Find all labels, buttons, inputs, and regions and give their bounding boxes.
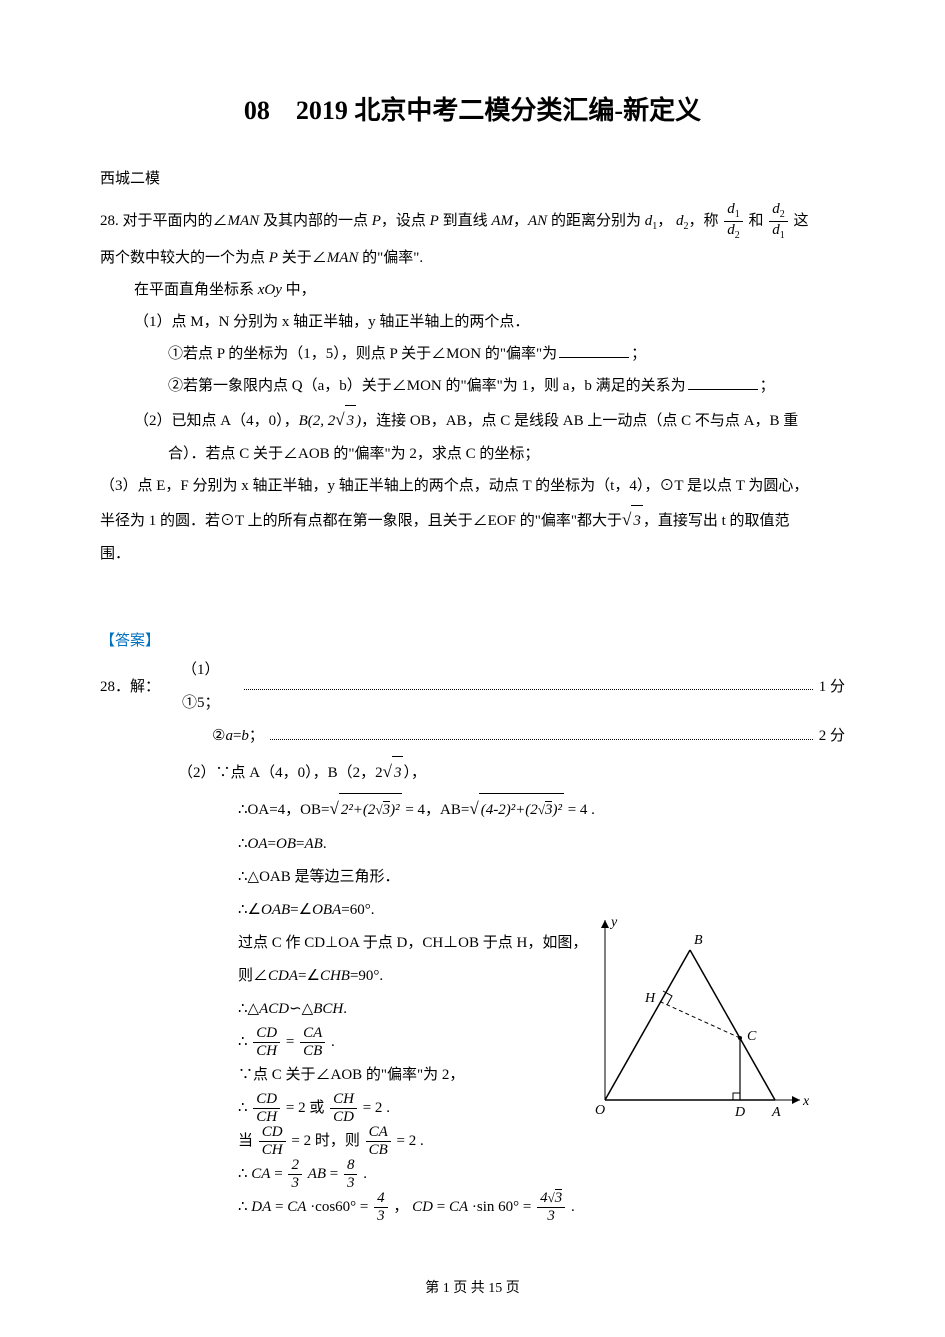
line-am: AM (491, 213, 513, 229)
blank-1 (559, 346, 629, 358)
svg-text:C: C (747, 1029, 757, 1044)
line2: 两个数中较大的一个为点 P 关于∠MAN 的"偏率". (100, 243, 845, 273)
text: ，设点 (381, 213, 426, 229)
part1-header: （1）点 M，N 分别为 x 轴正半轴，y 轴正半轴上的两个点． (100, 307, 845, 337)
text: ， (513, 213, 528, 229)
text: 这 (794, 213, 809, 229)
page-footer: 第 1 页 共 15 页 (0, 1277, 945, 1297)
svg-text:A: A (771, 1105, 781, 1120)
dots-1 (244, 680, 813, 690)
sol-eq2-or: ∴ CDCH = 2 或 CHCD = 2 . (238, 1092, 390, 1125)
angle-man: MAN (228, 213, 260, 229)
point-p2: P (430, 213, 439, 229)
part3-line3: 围． (100, 539, 845, 569)
svg-text:D: D (734, 1105, 745, 1120)
part1-1: ①若点 P 的坐标为（1，5），则点 P 关于∠MON 的"偏率"为； (100, 339, 845, 369)
sol-2: （2）∵点 A（4，0），B（2，2√3）， (178, 753, 426, 790)
sol-1-2: ②a=b； (178, 720, 264, 753)
part2-line2: 合）．若点 C 关于∠AOB 的"偏率"为 2，求点 C 的坐标； (100, 439, 845, 469)
sol-1-1: （1）①5； (178, 654, 238, 720)
text: 及其内部的一点 (263, 213, 368, 229)
svg-text:H: H (644, 991, 656, 1006)
sol-sim: ∴△ACD∽△BCH. (238, 993, 347, 1026)
triangle-diagram: O A B C D H y x (575, 910, 815, 1130)
sol-angle60: ∴∠OAB=∠OBA=60°. (238, 894, 374, 927)
text: ， (657, 213, 672, 229)
problem-28: 28. 对于平面内的∠MAN 及其内部的一点 P，设点 P 到直线 AM，AN … (100, 202, 845, 569)
page-title: 08 2019 北京中考二模分类汇编-新定义 (100, 90, 845, 127)
score-1: 1 分 (819, 671, 845, 704)
sol-28-label: 28．解： (100, 671, 178, 704)
sol-cuz: ∵点 C 关于∠AOB 的"偏率"为 2， (238, 1059, 464, 1092)
part2-line1: （2）已知点 A（4，0），B(2, 2√3)，连接 OB，AB，点 C 是线段… (100, 403, 845, 437)
problem-number: 28. (100, 213, 119, 229)
point-p: P (372, 213, 381, 229)
sol-ca: ∴ CA = 23 AB = 83 . (238, 1158, 367, 1191)
part1-2: ②若第一象限内点 Q（a，b）关于∠MON 的"偏率"为 1，则 a，b 满足的… (100, 371, 845, 401)
dots-2 (270, 730, 813, 740)
sol-frac-eq: ∴ CDCH = CACB . (238, 1026, 335, 1059)
sol-cd: 过点 C 作 CD⊥OA 于点 D，CH⊥OB 于点 H，如图， (238, 927, 587, 960)
section-label: 西城二模 (100, 167, 845, 188)
svg-text:O: O (595, 1103, 605, 1118)
svg-text:y: y (609, 915, 618, 930)
text: 和 (748, 213, 763, 229)
svg-text:B: B (694, 933, 703, 948)
line3: 在平面直角坐标系 xOy 中， (100, 275, 845, 305)
sol-oa-ob: ∴OA=4，OB=√2²+(2√3)² = 4，AB=√(4-2)²+(2√3)… (238, 790, 595, 827)
part3-line2: 半径为 1 的圆．若⊙T 上的所有点都在第一象限，且关于∠EOF 的"偏率"都大… (100, 503, 845, 537)
sol-when: 当 CDCH = 2 时，则 CACB = 2 . (238, 1125, 424, 1158)
sol-cda: 则∠CDA=∠CHB=90°. (238, 960, 383, 993)
sol-equilateral: ∴△OAB 是等边三角形． (238, 861, 400, 894)
sol-oaobab: ∴OA=OB=AB. (238, 828, 327, 861)
part3-line1: （3）点 E，F 分别为 x 轴正半轴，y 轴正半轴上的两个点，动点 T 的坐标… (100, 471, 845, 501)
text: 到直线 (443, 213, 488, 229)
d1: d1 (645, 213, 658, 229)
answer-header: 【答案】 (100, 629, 845, 650)
svg-text:x: x (802, 1094, 810, 1109)
line-an: AN (528, 213, 547, 229)
sol-da-cd: ∴ DA = CA ·cos60° = 43 ， CD = CA ·sin 60… (238, 1191, 575, 1224)
text: 对于平面内的∠ (123, 213, 228, 229)
fraction-d2d1: d2 d1 (769, 202, 788, 241)
text: 的距离分别为 (551, 213, 641, 229)
score-2: 2 分 (819, 720, 845, 753)
text: ，称 (688, 213, 718, 229)
d2: d2 (676, 213, 689, 229)
fraction-d1d2: d1 d2 (724, 202, 743, 241)
blank-2 (688, 378, 758, 390)
